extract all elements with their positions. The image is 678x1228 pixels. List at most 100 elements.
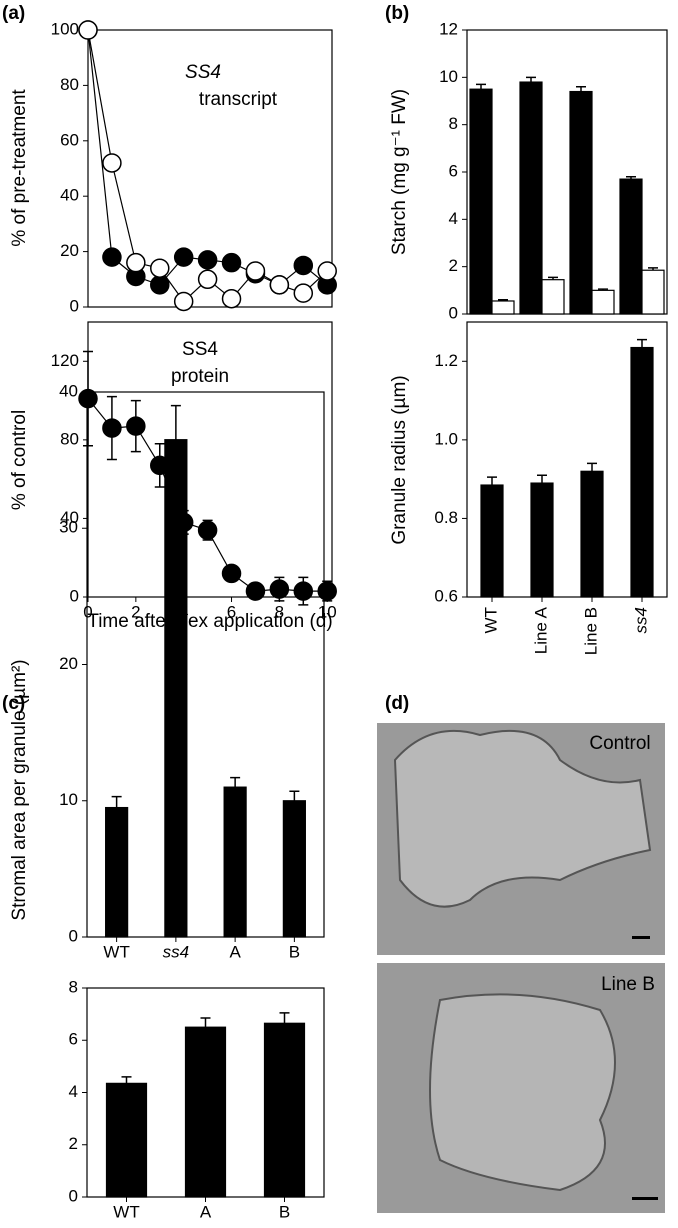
y-tick-label: 80: [60, 429, 79, 448]
data-point: [173, 247, 194, 267]
y-tick-label: 6: [449, 161, 458, 180]
data-point: [221, 252, 242, 273]
error-bar: [487, 476, 497, 486]
bar: [580, 470, 604, 598]
error-bar: [576, 86, 586, 92]
data-point: [102, 153, 122, 173]
data-point: [126, 416, 146, 436]
y-tick-label: 0: [70, 586, 79, 605]
x-tick-label: 10: [318, 602, 337, 621]
data-point: [102, 418, 122, 438]
y-tick-label: 40: [60, 508, 79, 527]
data-point: [78, 20, 98, 40]
y-tick-label: 2: [449, 256, 458, 275]
error-bar: [289, 790, 300, 801]
error-bar: [526, 76, 536, 83]
bar: [630, 346, 654, 598]
y-tick-label: 1.2: [434, 351, 458, 370]
y-tick-label: 20: [60, 241, 79, 260]
x-tick-label: B: [289, 942, 300, 961]
y-tick-label: 60: [60, 130, 79, 149]
data-point: [126, 252, 146, 273]
bar: [569, 90, 593, 315]
y-axis-label: % of pre-treatment: [9, 89, 30, 247]
error-bar: [648, 267, 658, 271]
data-point: [221, 288, 242, 309]
y-tick-label: 0.6: [434, 586, 458, 605]
y-axis-label: Granule radius (µm): [389, 375, 410, 544]
x-axis-label: Time after dex application (d): [87, 611, 332, 632]
bar: [184, 1026, 227, 1198]
data-point: [269, 275, 290, 295]
y-tick-label: 10: [59, 790, 78, 809]
y-tick-label: 2: [69, 1134, 78, 1153]
y-tick-label: 8: [449, 114, 458, 133]
error-bar: [537, 474, 547, 484]
y-tick-label: 40: [60, 186, 79, 205]
error-bar: [230, 776, 241, 788]
x-tick-label: Line B: [581, 607, 600, 655]
x-tick-label: WT: [481, 607, 500, 633]
x-tick-label: 8: [275, 602, 284, 621]
data-point: [245, 261, 266, 281]
error-bar: [498, 299, 508, 301]
y-tick-label: 0: [70, 296, 79, 315]
panel-label: (b): [385, 3, 409, 24]
x-tick-label: A: [229, 942, 241, 961]
annotation: SS4: [185, 62, 221, 83]
x-tick-label: 2: [131, 602, 140, 621]
error-bar: [637, 338, 647, 348]
x-tick-label: WT: [103, 942, 129, 961]
data-point: [102, 247, 122, 267]
panel-label: (a): [2, 3, 25, 24]
y-tick-label: 1.0: [434, 429, 458, 448]
error-bar: [200, 1017, 211, 1028]
y-axis-label: Starch (mg g⁻¹ FW): [389, 89, 410, 255]
x-tick-label: B: [279, 1202, 290, 1221]
data-point: [221, 563, 242, 584]
annotation: SS4: [182, 339, 218, 360]
data-point: [317, 581, 337, 601]
data-point: [197, 250, 218, 270]
y-tick-label: 12: [439, 19, 458, 38]
bar: [541, 279, 565, 315]
y-axis-label: Stromal area per granule (µm²): [9, 659, 30, 920]
data-point: [293, 283, 314, 303]
error-bar: [598, 288, 608, 291]
y-tick-label: 40: [59, 381, 78, 400]
y-tick-label: 10: [439, 67, 458, 86]
data-point: [245, 581, 266, 601]
y-tick-label: 30: [59, 518, 78, 537]
bar: [223, 786, 247, 938]
y-tick-label: 120: [51, 351, 79, 370]
data-point: [317, 261, 337, 281]
error-bar: [587, 462, 597, 472]
x-tick-label: A: [200, 1202, 212, 1221]
error-bar: [548, 276, 558, 280]
error-bar: [476, 83, 486, 90]
bar: [641, 269, 665, 315]
data-point: [197, 520, 218, 540]
bar: [469, 88, 493, 315]
x-tick-label: ss4: [631, 607, 650, 633]
y-tick-label: 0: [69, 1186, 78, 1205]
x-tick-label: 6: [227, 602, 236, 621]
bar: [105, 806, 129, 938]
bar: [530, 482, 554, 598]
bar: [619, 178, 643, 315]
data-point: [293, 255, 314, 276]
annotation: transcript: [199, 89, 278, 110]
plot-frame: [87, 321, 333, 598]
y-tick-label: 0: [449, 303, 458, 322]
y-tick-label: 0: [69, 926, 78, 945]
bar: [491, 300, 515, 315]
y-tick-label: 80: [60, 75, 79, 94]
error-bar: [170, 404, 181, 440]
data-point: [150, 258, 170, 278]
bar: [480, 484, 504, 598]
micrograph: [377, 723, 665, 955]
y-tick-label: 6: [69, 1030, 78, 1049]
panel-label: (d): [385, 693, 409, 714]
data-point: [269, 579, 290, 599]
data-point: [293, 581, 314, 601]
